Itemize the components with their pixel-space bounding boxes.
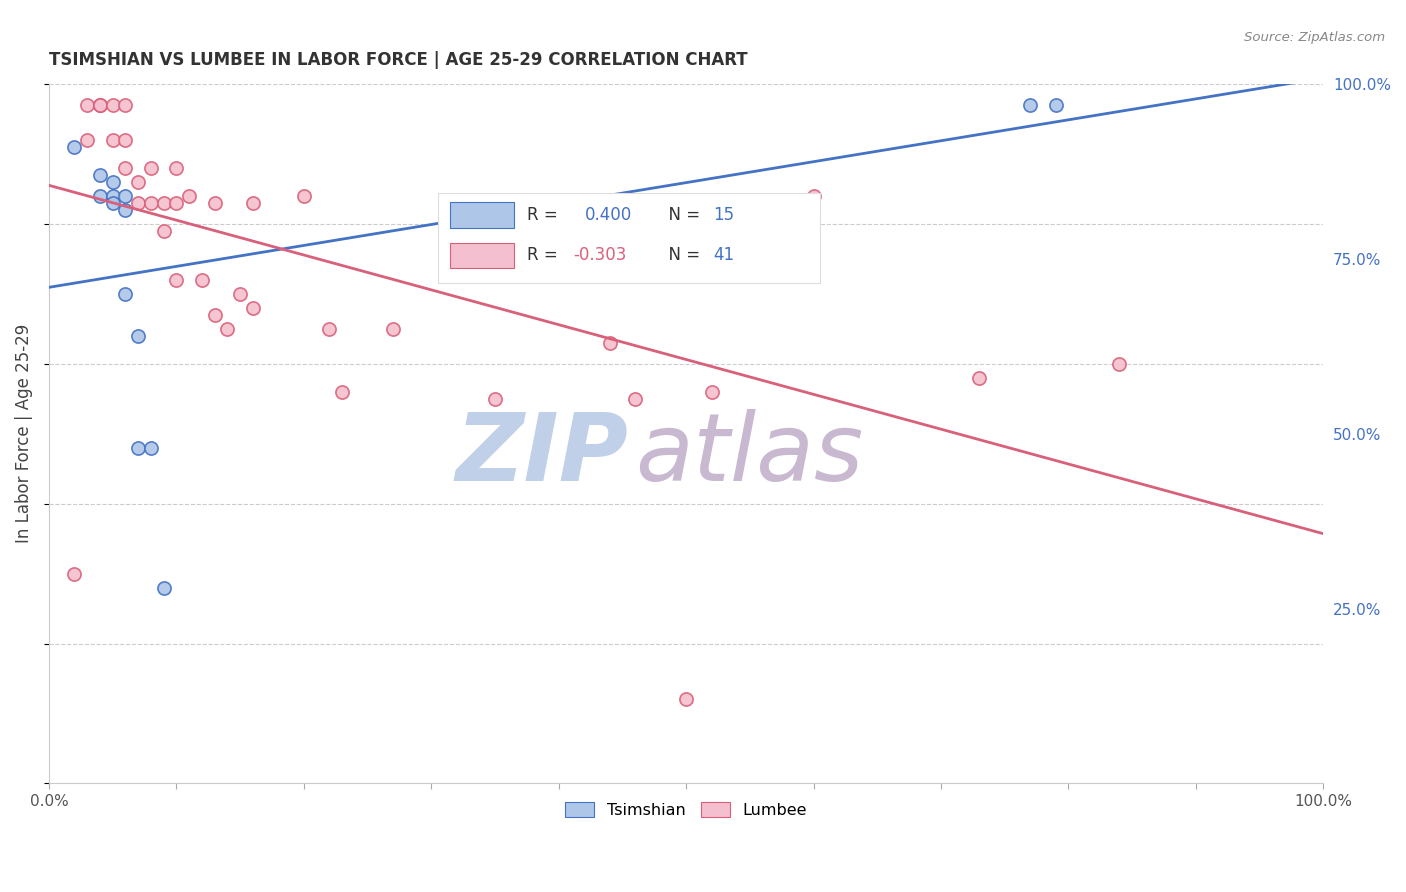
Point (101, 175, 124, 189)
Text: N =: N = (658, 206, 706, 224)
Point (76, 133, 98, 147)
Point (179, 189, 201, 203)
Point (382, 322, 405, 336)
Y-axis label: In Labor Force | Age 25-29: In Labor Force | Age 25-29 (15, 324, 32, 543)
Text: 15: 15 (713, 206, 734, 224)
Point (114, 189, 136, 203)
Point (624, 392, 647, 406)
Point (165, 196, 187, 211)
Point (522, 238, 544, 252)
Point (139, 196, 162, 211)
Text: 0.400: 0.400 (585, 206, 631, 224)
FancyBboxPatch shape (450, 243, 515, 268)
Point (700, 384, 723, 399)
Point (63, 566, 86, 581)
Point (204, 196, 226, 211)
Point (152, 224, 174, 238)
Point (101, 98, 124, 112)
Point (803, 189, 825, 203)
Point (127, 196, 149, 211)
Text: N =: N = (658, 246, 706, 264)
Point (967, 371, 990, 385)
Text: TSIMSHIAN VS LUMBEE IN LABOR FORCE | AGE 25-29 CORRELATION CHART: TSIMSHIAN VS LUMBEE IN LABOR FORCE | AGE… (49, 51, 748, 69)
Point (204, 308, 226, 322)
Point (89, 189, 111, 203)
Point (229, 286, 252, 301)
Legend: Tsimshian, Lumbee: Tsimshian, Lumbee (558, 796, 814, 824)
Point (242, 196, 264, 211)
Text: 41: 41 (713, 246, 734, 264)
Point (101, 196, 124, 211)
Point (139, 161, 162, 175)
Text: ZIP: ZIP (456, 409, 628, 500)
Point (114, 286, 136, 301)
Point (114, 133, 136, 147)
Point (675, 692, 697, 706)
Point (89, 168, 111, 182)
Point (76, 98, 98, 112)
Text: Source: ZipAtlas.com: Source: ZipAtlas.com (1244, 31, 1385, 45)
Point (89, 98, 111, 112)
Point (165, 161, 187, 175)
Point (165, 273, 187, 287)
Text: -0.303: -0.303 (574, 246, 626, 264)
Point (1019, 98, 1042, 112)
Point (101, 189, 124, 203)
Point (1045, 98, 1067, 112)
Point (89, 98, 111, 112)
FancyBboxPatch shape (437, 193, 820, 284)
Point (127, 329, 149, 343)
Point (242, 301, 264, 315)
Text: R =: R = (527, 246, 562, 264)
Point (101, 133, 124, 147)
Point (152, 581, 174, 595)
FancyBboxPatch shape (450, 202, 515, 227)
Text: R =: R = (527, 206, 568, 224)
Point (152, 196, 174, 211)
Text: atlas: atlas (636, 409, 863, 500)
Point (114, 161, 136, 175)
Point (292, 189, 315, 203)
Point (330, 384, 353, 399)
Point (127, 441, 149, 455)
Point (114, 98, 136, 112)
Point (139, 441, 162, 455)
Point (63, 140, 86, 154)
Point (217, 322, 239, 336)
Point (318, 322, 340, 336)
Point (127, 175, 149, 189)
Point (191, 273, 214, 287)
Point (484, 392, 506, 406)
Point (89, 98, 111, 112)
Point (599, 335, 621, 350)
Point (1108, 357, 1130, 371)
Point (114, 202, 136, 217)
